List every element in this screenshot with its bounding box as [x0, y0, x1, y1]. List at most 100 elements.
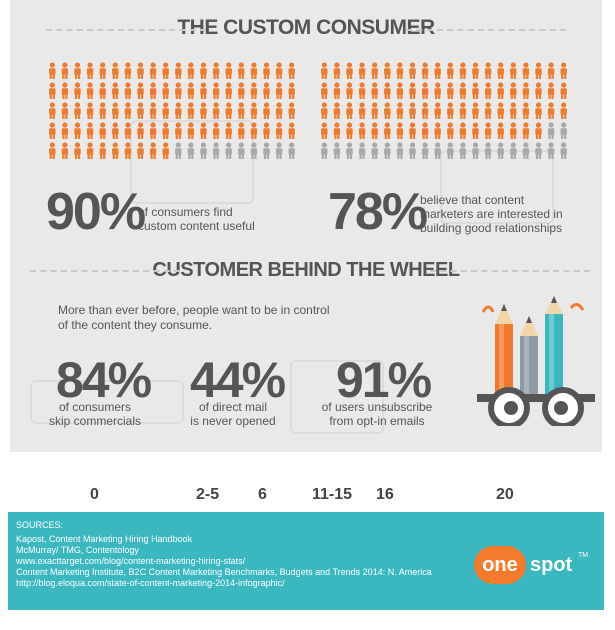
- grid90-person-icon: [162, 62, 169, 79]
- grid90-person-icon: [212, 122, 220, 139]
- grid90-person-icon: [250, 62, 258, 79]
- stat-91-line2: from opt-in emails: [329, 414, 425, 428]
- stat-78-line2: marketers are interested in: [420, 207, 563, 221]
- grid78-person-icon: [434, 122, 441, 139]
- grid90-person-icon: [74, 102, 81, 119]
- grid90-person-icon: [49, 82, 56, 99]
- grid78-person-icon: [333, 82, 341, 99]
- grid78-person-icon: [497, 82, 504, 99]
- grid90-person-icon: [49, 102, 56, 119]
- grid90-person-icon: [250, 142, 258, 159]
- intro-line1: More than ever before, people want to be…: [58, 303, 330, 317]
- grid78-person-icon: [346, 62, 353, 79]
- stat-84-line1: of consumers: [58, 400, 132, 414]
- stat-91-description: of users unsubscribe from opt-in emails: [312, 400, 442, 428]
- grid78-person-icon: [484, 82, 492, 99]
- grid78-person-icon: [321, 102, 328, 119]
- grid78-person-icon: [510, 62, 517, 79]
- grid78-person-icon: [547, 142, 555, 159]
- stat-44-percent: 44%: [190, 352, 286, 408]
- grid78-person-icon: [522, 62, 530, 79]
- grid78-person-icon: [333, 102, 341, 119]
- grid90-person-icon: [74, 82, 81, 99]
- pencil-orange-icon: [495, 304, 513, 396]
- grid78-person-icon: [459, 102, 467, 119]
- grid78-person-icon: [547, 122, 555, 139]
- grid78-person-icon: [547, 62, 555, 79]
- sources-footer: SOURCES: Kapost, Content Marketing Hirin…: [8, 512, 604, 610]
- scrap-fragment-3: 6: [258, 486, 267, 503]
- grid78-person-icon: [346, 82, 353, 99]
- grid90-person-icon: [187, 142, 195, 159]
- grid78-person-icon: [396, 82, 404, 99]
- grid90-person-icon: [225, 122, 232, 139]
- grid78-person-icon: [472, 142, 479, 159]
- grid90-person-icon: [200, 122, 207, 139]
- intro-line2: of the content they consume.: [58, 318, 213, 332]
- grid78-person-icon: [434, 62, 441, 79]
- grid90-person-icon: [212, 62, 220, 79]
- grid78-person-icon: [358, 142, 366, 159]
- grid78-person-icon: [472, 62, 479, 79]
- grid90-person-icon: [99, 122, 106, 139]
- grid78-person-icon: [358, 82, 366, 99]
- grid78-person-icon: [384, 102, 391, 119]
- grid90-person-icon: [263, 82, 270, 99]
- grid78-person-icon: [409, 102, 416, 119]
- grid90-person-icon: [61, 62, 69, 79]
- stat-44-line1: of direct mail: [198, 400, 268, 414]
- grid78-person-icon: [459, 82, 467, 99]
- grid90-person-icon: [238, 142, 245, 159]
- grid90-person-icon: [124, 62, 132, 79]
- stat-90-description: of consumers find custom content useful: [138, 205, 255, 233]
- grid78-person-icon: [484, 102, 492, 119]
- grid78-person-icon: [560, 82, 567, 99]
- pencils-glasses-illustration: [473, 296, 598, 431]
- grid78-person-icon: [497, 62, 504, 79]
- stat-90-line1: of consumers find: [138, 205, 233, 219]
- grid78-person-icon: [560, 102, 567, 119]
- grid78-person-icon: [358, 122, 366, 139]
- grid78-person-icon: [522, 142, 530, 159]
- grid90-person-icon: [263, 122, 270, 139]
- background-tablet-shape: [290, 360, 384, 434]
- grid90-person-icon: [187, 102, 195, 119]
- grid78-person-icon: [510, 142, 517, 159]
- grid90-person-icon: [200, 62, 207, 79]
- pencil-gray-icon: [520, 316, 538, 396]
- section-title-custom-consumer: THE CUSTOM CONSUMER: [177, 16, 435, 39]
- grid90-person-icon: [275, 62, 283, 79]
- grid90-person-icon: [288, 102, 295, 119]
- grid78-person-icon: [447, 142, 454, 159]
- grid78-person-icon: [472, 122, 479, 139]
- scrap-fragment-2: 2-5: [196, 486, 220, 503]
- grid78-person-icon: [535, 142, 542, 159]
- grid78-person-icon: [421, 122, 429, 139]
- grid78-person-icon: [333, 142, 341, 159]
- grid90-person-icon: [61, 82, 69, 99]
- grid78-person-icon: [396, 62, 404, 79]
- grid90-person-icon: [149, 142, 157, 159]
- grid90-person-icon: [200, 102, 207, 119]
- grid78-person-icon: [384, 82, 391, 99]
- grid78-person-icon: [560, 142, 567, 159]
- grid78-person-icon: [384, 62, 391, 79]
- grid78-person-icon: [409, 142, 416, 159]
- grid90-person-icon: [124, 82, 132, 99]
- grid90-person-icon: [288, 122, 295, 139]
- grid78-person-icon: [484, 62, 492, 79]
- grid90-person-icon: [49, 122, 56, 139]
- grid78-person-icon: [547, 102, 555, 119]
- grid90-person-icon: [275, 142, 283, 159]
- logo-trademark: TM: [578, 552, 589, 559]
- stat-78-line3: building good relationships: [420, 221, 563, 235]
- grid78-person-icon: [522, 122, 530, 139]
- grid90-person-icon: [238, 102, 245, 119]
- grid78-person-icon: [371, 122, 378, 139]
- grid78-person-icon: [459, 122, 467, 139]
- grid90-person-icon: [200, 142, 207, 159]
- grid90-person-icon: [49, 62, 56, 79]
- grid90-person-icon: [288, 142, 295, 159]
- grid90-person-icon: [162, 102, 169, 119]
- grid78-person-icon: [409, 122, 416, 139]
